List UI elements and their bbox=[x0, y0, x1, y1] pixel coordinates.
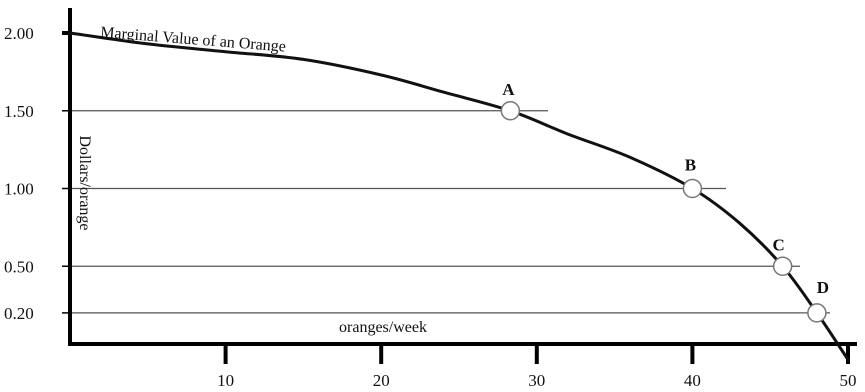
point-label-b: B bbox=[685, 156, 696, 175]
x-tick-label: 50 bbox=[840, 371, 857, 390]
point-label-c: C bbox=[773, 235, 785, 254]
y-tick-label: 1.50 bbox=[4, 102, 34, 121]
y-tick-label: 1.00 bbox=[4, 180, 34, 199]
marginal-value-curve bbox=[68, 31, 850, 362]
axis-layer bbox=[68, 8, 857, 346]
grid-layer bbox=[70, 110, 830, 314]
x-tick-label: 10 bbox=[217, 371, 234, 390]
y-tick-label: 0.50 bbox=[4, 257, 34, 276]
point-label-d: D bbox=[817, 278, 829, 297]
x-tick-label: 40 bbox=[684, 371, 701, 390]
x-tick-label: 20 bbox=[373, 371, 390, 390]
x-axis-title: oranges/week bbox=[339, 319, 427, 336]
point-marker-c bbox=[772, 256, 793, 276]
y-tick-label: 2.00 bbox=[4, 24, 34, 43]
points-layer: A B C D bbox=[500, 80, 829, 323]
point-marker-b bbox=[682, 178, 703, 199]
x-tick-label: 30 bbox=[528, 371, 545, 390]
y-tick-layer: 2.00 1.50 1.00 0.50 0.20 bbox=[4, 24, 70, 323]
y-axis-title: Dollars/orange bbox=[76, 135, 93, 230]
series-label: Marginal Value of an Orange bbox=[100, 24, 287, 56]
point-marker-d bbox=[807, 303, 827, 323]
point-label-a: A bbox=[502, 80, 515, 99]
x-tick-layer: 10 20 30 40 50 bbox=[217, 344, 857, 390]
point-marker-a bbox=[500, 101, 521, 121]
y-tick-label: 0.20 bbox=[4, 304, 34, 323]
